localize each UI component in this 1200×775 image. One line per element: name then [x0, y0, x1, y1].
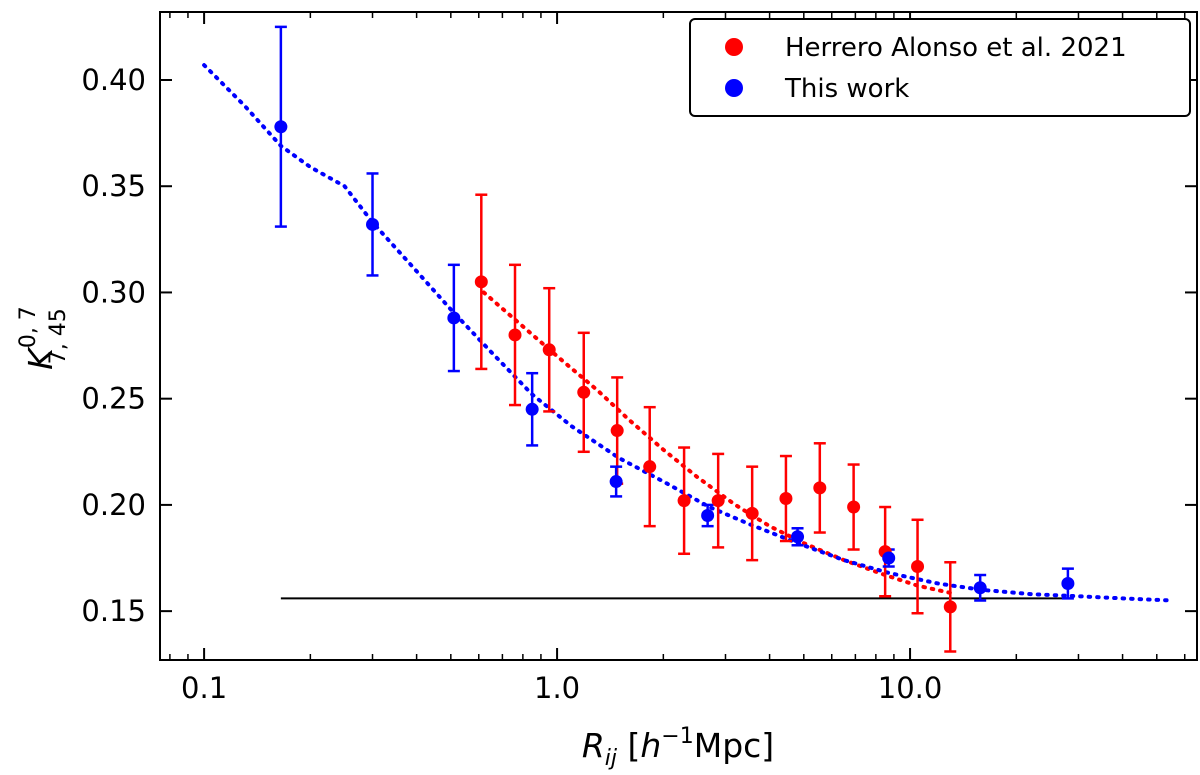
- data-point-herrero: [943, 600, 957, 614]
- data-point-herrero: [711, 494, 725, 508]
- x-axis-title-h: h: [640, 726, 661, 765]
- data-point-herrero: [813, 481, 827, 495]
- data-point-this-work: [525, 402, 539, 416]
- data-point-this-work: [366, 217, 380, 231]
- data-point-herrero: [508, 328, 522, 342]
- x-axis-title-sub: ij: [605, 746, 618, 771]
- y-axis-title: K0, 7 7, 45: [16, 306, 71, 370]
- y-tick-label: 0.30: [81, 275, 146, 309]
- data-point-this-work: [609, 475, 623, 489]
- data-point-this-work: [274, 120, 288, 134]
- data-point-this-work: [701, 509, 715, 523]
- data-point-herrero: [610, 424, 624, 438]
- data-point-herrero: [911, 560, 925, 574]
- y-tick-label: 0.15: [81, 594, 146, 628]
- x-axis-title-unit: Mpc]: [694, 726, 774, 765]
- x-tick-label: 10.0: [878, 671, 943, 705]
- x-axis-title-open: [: [617, 726, 640, 765]
- svg-text:K0, 77, 45: K0, 7 7, 45: [16, 306, 71, 370]
- data-point-this-work: [973, 581, 987, 595]
- x-tick-label: 0.1: [181, 671, 227, 705]
- data-point-herrero: [542, 343, 556, 357]
- legend-label-this-work: This work: [784, 74, 909, 104]
- plot-frame: [159, 11, 1198, 661]
- data-point-herrero: [745, 506, 759, 520]
- x-tick-label: 1.0: [534, 671, 580, 705]
- data-point-this-work: [1061, 577, 1075, 591]
- data-point-herrero: [643, 460, 657, 474]
- legend-marker-herrero: [725, 38, 743, 56]
- data-point-this-work: [882, 551, 896, 565]
- data-point-herrero: [677, 494, 691, 508]
- y-axis-title-main: K: [21, 346, 60, 370]
- fit-lines: [202, 63, 1174, 603]
- data-point-herrero: [779, 492, 793, 506]
- x-axis-title-main: R: [582, 726, 605, 765]
- y-tick-label: 0.20: [81, 488, 146, 522]
- fit-line-herrero: [481, 290, 959, 597]
- x-axis-title-sup: −1: [661, 724, 693, 749]
- data-point-this-work: [447, 311, 461, 325]
- legend: Herrero Alonso et al. 2021 This work: [689, 18, 1191, 117]
- legend-label-herrero: Herrero Alonso et al. 2021: [785, 33, 1127, 63]
- legend-box: [689, 18, 1191, 117]
- y-tick-label: 0.35: [81, 169, 146, 203]
- y-tick-label: 0.40: [81, 63, 146, 97]
- data-point-herrero: [474, 275, 488, 289]
- data-point-this-work: [791, 530, 805, 544]
- y-axis-title-sup: 0, 7: [16, 306, 41, 348]
- y-axis-title-sub: 7, 45: [46, 308, 71, 364]
- data-point-herrero: [577, 385, 591, 399]
- legend-marker-this-work: [725, 79, 743, 97]
- y-tick-label: 0.25: [81, 382, 146, 416]
- x-axis-title: Rij [h−1Mpc]: [582, 724, 774, 771]
- data-point-herrero: [847, 500, 861, 514]
- fit-line-this-work: [202, 63, 1174, 603]
- data-points: [274, 120, 1075, 614]
